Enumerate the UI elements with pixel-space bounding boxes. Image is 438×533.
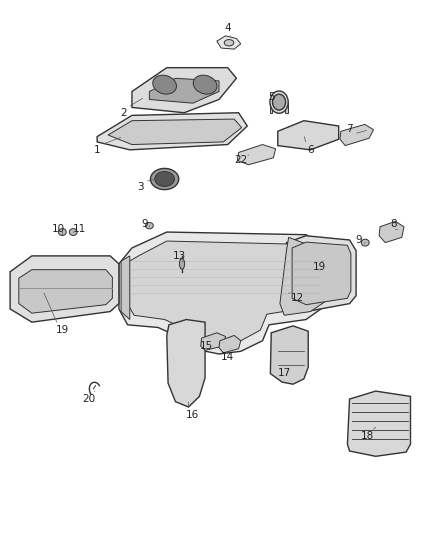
Ellipse shape	[270, 91, 288, 114]
Text: 20: 20	[82, 394, 95, 404]
Ellipse shape	[193, 75, 217, 94]
Text: 11: 11	[73, 224, 86, 235]
Text: 2: 2	[120, 108, 127, 118]
Polygon shape	[278, 120, 339, 150]
Text: 1: 1	[94, 145, 100, 155]
Ellipse shape	[150, 168, 179, 190]
Polygon shape	[217, 36, 241, 49]
Ellipse shape	[272, 94, 286, 110]
Polygon shape	[121, 256, 130, 319]
Text: 9: 9	[355, 235, 362, 245]
Text: 5: 5	[268, 92, 275, 102]
Ellipse shape	[224, 39, 234, 46]
Text: 8: 8	[390, 219, 396, 229]
Polygon shape	[347, 391, 410, 456]
Polygon shape	[97, 113, 247, 150]
Polygon shape	[149, 78, 219, 103]
Polygon shape	[201, 333, 226, 350]
Ellipse shape	[153, 75, 177, 94]
Text: 4: 4	[224, 23, 231, 33]
Text: 3: 3	[138, 182, 144, 192]
Polygon shape	[285, 102, 288, 113]
Polygon shape	[19, 270, 113, 313]
Polygon shape	[292, 242, 351, 305]
Text: 13: 13	[173, 251, 187, 261]
Ellipse shape	[145, 222, 153, 229]
Polygon shape	[132, 68, 237, 113]
Text: 7: 7	[346, 124, 353, 134]
Text: 19: 19	[56, 325, 69, 335]
Polygon shape	[219, 335, 241, 353]
Text: 9: 9	[142, 219, 148, 229]
Ellipse shape	[69, 229, 77, 236]
Polygon shape	[286, 236, 356, 312]
Polygon shape	[127, 241, 321, 343]
Ellipse shape	[361, 239, 369, 246]
Ellipse shape	[155, 172, 174, 187]
Ellipse shape	[180, 259, 185, 269]
Polygon shape	[237, 144, 276, 165]
Text: 15: 15	[199, 341, 212, 351]
Polygon shape	[10, 256, 119, 322]
Polygon shape	[270, 102, 272, 113]
Polygon shape	[108, 119, 242, 144]
Polygon shape	[270, 326, 308, 384]
Text: 22: 22	[234, 156, 247, 165]
Polygon shape	[119, 232, 332, 354]
Text: 16: 16	[186, 410, 200, 420]
Text: 17: 17	[278, 368, 291, 377]
Polygon shape	[280, 237, 330, 316]
Text: 6: 6	[307, 145, 314, 155]
Ellipse shape	[58, 229, 66, 236]
Polygon shape	[167, 319, 205, 407]
Polygon shape	[379, 221, 404, 243]
Text: 10: 10	[51, 224, 64, 235]
Text: 18: 18	[360, 431, 374, 441]
Text: 19: 19	[312, 262, 326, 271]
Text: 12: 12	[291, 293, 304, 303]
Polygon shape	[340, 124, 374, 146]
Text: 14: 14	[221, 352, 234, 361]
